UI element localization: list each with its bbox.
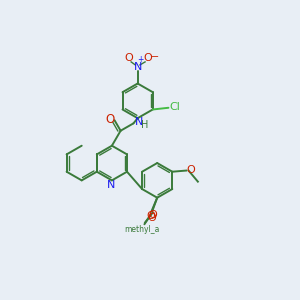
Text: N: N bbox=[134, 62, 142, 72]
Text: O: O bbox=[147, 211, 155, 221]
Text: −: − bbox=[151, 52, 159, 61]
Text: N: N bbox=[107, 181, 116, 190]
Text: H: H bbox=[141, 119, 148, 130]
Text: O: O bbox=[143, 53, 152, 63]
Text: O: O bbox=[148, 210, 158, 220]
Text: O: O bbox=[147, 213, 156, 223]
Text: methyl_a: methyl_a bbox=[124, 225, 160, 234]
Text: N: N bbox=[134, 116, 143, 127]
Text: +: + bbox=[137, 55, 144, 64]
Text: Cl: Cl bbox=[169, 102, 180, 112]
Text: O: O bbox=[105, 112, 115, 126]
Text: O: O bbox=[187, 165, 195, 175]
Text: O: O bbox=[124, 53, 133, 63]
